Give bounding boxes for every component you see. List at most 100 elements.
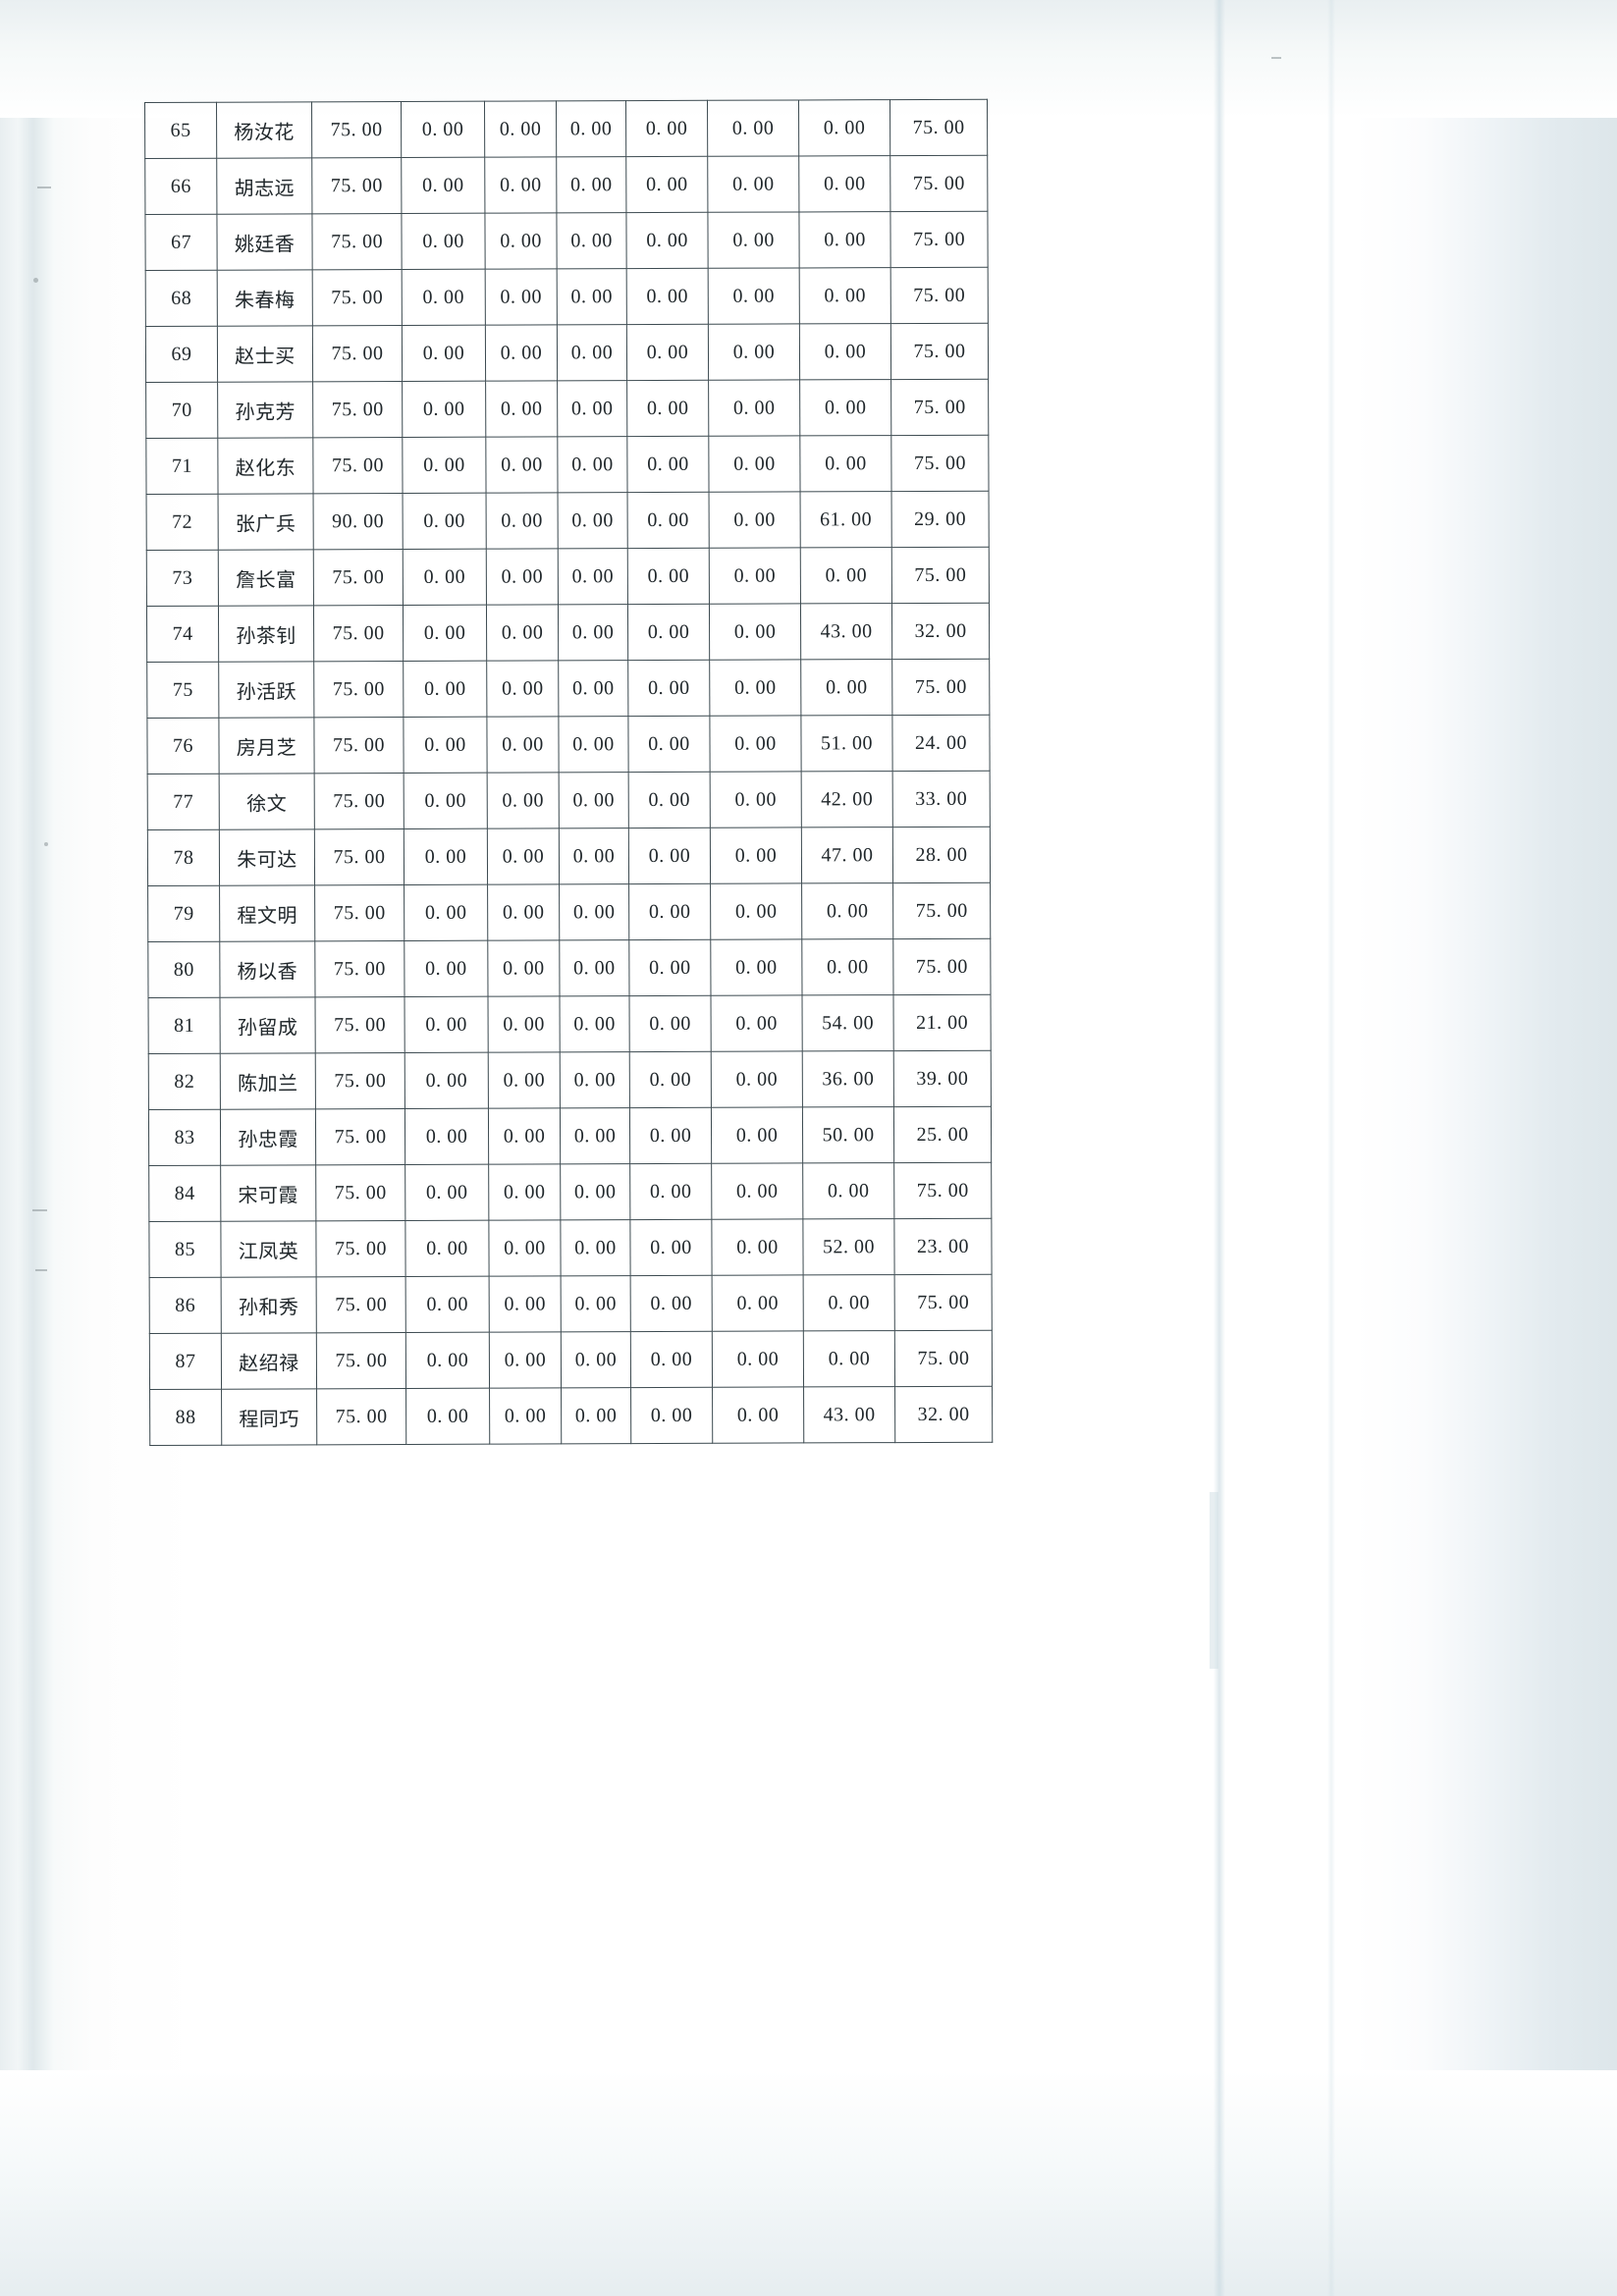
cell-value-4: 0. 00 [557,380,627,437]
cell-value-5: 0. 00 [626,324,709,381]
cell-value-1: 75. 00 [316,1388,406,1445]
cell-name: 姚廷香 [216,213,313,271]
cell-value-2: 0. 00 [401,213,486,270]
cell-value-6: 0. 00 [707,211,800,269]
table-row: 75 孙活跃 75. 00 0. 00 0. 00 0. 00 0. 00 0. 00 0. 0… [146,659,990,719]
scan-speck [37,187,51,188]
cell-value-7: 0. 00 [798,99,890,156]
table-row: 69 赵士买 75. 00 0. 00 0. 00 0. 00 0. 00 0. 00 0. 0… [145,323,989,383]
cell-value-5: 0. 00 [628,883,711,940]
cell-value-7: 0. 00 [802,1162,894,1219]
cell-value-2: 0. 00 [403,549,487,606]
cell-value-1: 75. 00 [315,1108,405,1165]
cell-index: 87 [149,1333,222,1390]
scan-fold-line-secondary [1327,0,1335,2296]
cell-name: 胡志远 [216,157,312,215]
cell-name: 张广兵 [218,493,314,551]
cell-value-3: 0. 00 [484,212,558,270]
cell-value-2: 0. 00 [402,269,486,326]
cell-index: 88 [149,1389,222,1446]
cell-name: 朱可达 [219,828,315,886]
cell-name: 孙留成 [220,996,316,1054]
cell-value-1: 75. 00 [314,773,404,829]
cell-value-7: 54. 00 [801,994,894,1051]
cell-name: 孙活跃 [218,661,314,719]
cell-value-8: 75. 00 [891,547,990,604]
cell-value-5: 0. 00 [629,1051,712,1108]
scan-speck [32,1209,47,1211]
cell-name: 孙克芳 [217,381,313,439]
cell-value-7: 61. 00 [800,491,892,548]
table-row: 88 程同巧 75. 00 0. 00 0. 00 0. 00 0. 00 0. 00 43. … [149,1386,993,1446]
cell-value-5: 0. 00 [630,1387,713,1444]
cell-value-7: 0. 00 [801,938,893,995]
cell-value-2: 0. 00 [402,381,486,438]
cell-value-8: 75. 00 [889,99,988,156]
cell-value-6: 0. 00 [712,1386,804,1444]
cell-value-2: 0. 00 [403,493,487,550]
table-row: 82 陈加兰 75. 00 0. 00 0. 00 0. 00 0. 00 0. 00 36. … [148,1050,992,1110]
cell-value-6: 0. 00 [712,1330,804,1388]
cell-index: 68 [145,270,218,327]
cell-value-2: 0. 00 [402,325,486,382]
cell-value-4: 0. 00 [556,100,626,157]
cell-value-3: 0. 00 [487,939,561,997]
cell-value-6: 0. 00 [708,379,800,437]
cell-value-1: 75. 00 [316,1276,406,1333]
cell-index: 69 [145,326,218,383]
table-row: 85 江凤英 75. 00 0. 00 0. 00 0. 00 0. 00 0. 00 52. … [148,1218,993,1278]
table-row: 72 张广兵 90. 00 0. 00 0. 00 0. 00 0. 00 0. 00 61. … [146,491,990,551]
cell-value-8: 75. 00 [890,323,989,380]
cell-name: 宋可霞 [220,1164,316,1222]
cell-value-1: 75. 00 [315,1220,406,1277]
cell-value-6: 0. 00 [711,1162,803,1220]
cell-value-7: 0. 00 [803,1330,895,1387]
cell-name: 孙忠霞 [220,1108,316,1166]
cell-value-6: 0. 00 [708,267,800,325]
cell-value-2: 0. 00 [404,940,489,997]
cell-value-5: 0. 00 [629,1163,712,1220]
cell-value-6: 0. 00 [710,882,802,940]
cell-index: 81 [148,997,221,1054]
cell-value-7: 50. 00 [802,1106,894,1163]
cell-value-1: 75. 00 [312,325,403,382]
cell-index: 77 [147,774,220,830]
cell-name: 程同巧 [221,1388,317,1446]
cell-value-7: 43. 00 [803,1386,895,1443]
cell-value-5: 0. 00 [629,995,712,1052]
cell-value-4: 0. 00 [560,1163,630,1220]
cell-value-4: 0. 00 [559,939,630,996]
cell-value-7: 0. 00 [800,659,892,716]
cell-value-8: 75. 00 [890,267,989,324]
cell-index: 70 [145,382,218,439]
scan-speck [1210,1492,1218,1669]
cell-value-2: 0. 00 [404,1164,489,1221]
cell-value-7: 36. 00 [802,1050,894,1107]
cell-value-8: 75. 00 [892,938,991,995]
cell-value-4: 0. 00 [557,324,627,381]
cell-index: 82 [148,1053,221,1110]
cell-index: 67 [144,214,218,271]
cell-value-1: 75. 00 [311,213,403,270]
cell-value-5: 0. 00 [625,212,709,269]
cell-index: 85 [148,1221,222,1278]
cell-value-8: 24. 00 [891,715,991,772]
cell-value-8: 25. 00 [893,1106,992,1163]
cell-value-2: 0. 00 [404,1220,490,1277]
cell-value-2: 0. 00 [403,717,488,774]
scan-bottom-shadow [0,2070,1617,2296]
table-row: 87 赵绍禄 75. 00 0. 00 0. 00 0. 00 0. 00 0. 00 0. 0… [149,1330,993,1390]
cell-value-4: 0. 00 [560,1219,631,1276]
cell-name: 詹长富 [218,549,314,607]
table-row: 66 胡志远 75. 00 0. 00 0. 00 0. 00 0. 00 0. 00 0. 0… [144,155,988,215]
cell-value-2: 0. 00 [405,1332,490,1389]
cell-value-6: 0. 00 [711,1218,804,1276]
scan-speck [33,278,38,283]
cell-index: 65 [144,102,217,159]
cell-value-1: 75. 00 [312,269,403,326]
cell-value-6: 0. 00 [709,547,801,605]
cell-value-8: 21. 00 [892,994,992,1051]
cell-value-2: 0. 00 [404,828,488,885]
cell-value-4: 0. 00 [557,268,627,325]
